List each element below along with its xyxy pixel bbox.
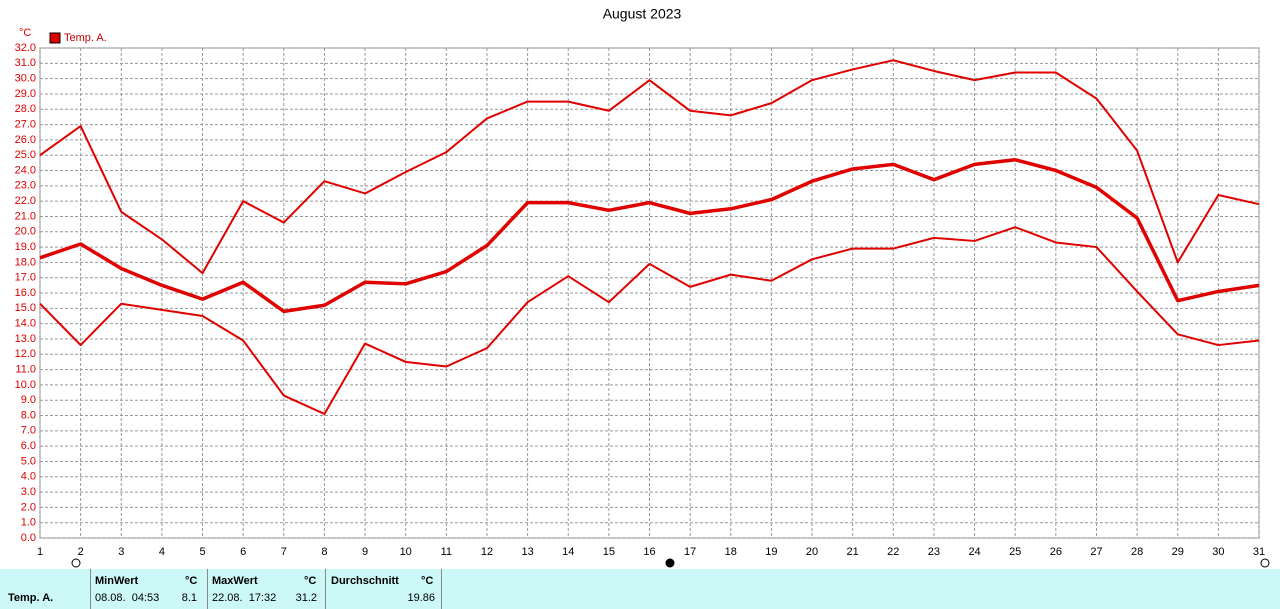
x-tick-label: 7	[281, 546, 287, 558]
col-header: Durchschnitt	[331, 575, 399, 587]
x-tick-label: 19	[765, 546, 777, 558]
x-tick-label: 2	[78, 546, 84, 558]
moon-icon	[71, 558, 81, 568]
x-tick-label: 1	[37, 546, 43, 558]
x-tick-label: 28	[1131, 546, 1143, 558]
col-time: 08.08. 04:53	[95, 592, 160, 604]
chart-title: August 2023	[603, 6, 682, 22]
col-value: 31.2	[295, 592, 317, 604]
y-tick-label: 30.0	[15, 73, 36, 85]
y-tick-label: 4.0	[21, 471, 36, 483]
x-tick-label: 17	[684, 546, 696, 558]
moon-icon	[1260, 558, 1270, 568]
legend-swatch	[49, 32, 61, 44]
y-tick-label: 12.0	[15, 348, 36, 360]
y-tick-label: 27.0	[15, 118, 36, 130]
y-tick-label: 0.0	[21, 532, 36, 544]
col-time: 22.08. 17:32	[212, 592, 277, 604]
x-tick-label: 24	[968, 546, 980, 558]
x-tick-label: 14	[562, 546, 574, 558]
x-tick-label: 11	[441, 546, 452, 558]
y-tick-label: 19.0	[15, 241, 36, 253]
x-tick-label: 26	[1050, 546, 1062, 558]
y-tick-label: 24.0	[15, 164, 36, 176]
legend-label: Temp. A.	[64, 32, 107, 44]
y-tick-label: 14.0	[15, 318, 36, 330]
y-tick-label: 18.0	[15, 256, 36, 268]
series-line	[39, 59, 1260, 275]
y-tick-label: 5.0	[21, 455, 36, 467]
y-tick-label: 3.0	[21, 486, 36, 498]
y-tick-label: 15.0	[15, 302, 36, 314]
chart: August 2023 °C Temp. A. 0.0 1.0 2.0 3.0 4.0 5…	[15, 6, 1270, 568]
col-header: MinWert	[95, 575, 139, 587]
y-tick-label: 6.0	[21, 440, 36, 452]
x-tick-label: 10	[400, 546, 412, 558]
col-value: 8.1	[181, 592, 197, 604]
y-tick-label: 1.0	[21, 517, 36, 529]
x-tick-label: 16	[643, 546, 655, 558]
summary-panel: Temp. A. MinWert °C 08.08. 04:53 8.1 Max…	[0, 569, 1280, 609]
col-header: MaxWert	[212, 575, 258, 587]
x-tick-label: 21	[847, 546, 859, 558]
row-label: Temp. A.	[8, 592, 54, 604]
x-tick-label: 5	[199, 546, 205, 558]
y-tick-label: 20.0	[15, 226, 36, 238]
y-tick-label: 13.0	[15, 333, 36, 345]
y-tick-label: 10.0	[15, 379, 36, 391]
y-tick-label: 32.0	[15, 42, 36, 54]
col-unit: °C	[185, 575, 198, 587]
series-line	[39, 226, 1260, 415]
series-line	[39, 158, 1260, 314]
x-tick-label: 15	[603, 546, 615, 558]
y-tick-label: 7.0	[21, 425, 36, 437]
x-tick-label: 12	[481, 546, 493, 558]
col-unit: °C	[304, 575, 317, 587]
x-tick-label: 9	[362, 546, 368, 558]
x-tick-label: 25	[1009, 546, 1021, 558]
x-tick-label: 13	[521, 546, 533, 558]
x-tick-label: 8	[321, 546, 327, 558]
x-tick-label: 3	[118, 546, 124, 558]
y-tick-label: 28.0	[15, 103, 36, 115]
col-unit: °C	[421, 575, 434, 587]
x-tick-label: 30	[1212, 546, 1224, 558]
y-tick-label: 9.0	[21, 394, 36, 406]
y-tick-label: 16.0	[15, 287, 36, 299]
y-tick-label: 8.0	[21, 409, 36, 421]
x-tick-label: 29	[1172, 546, 1184, 558]
x-tick-label: 6	[240, 546, 246, 558]
y-tick-label: 2.0	[21, 501, 36, 513]
x-tick-label: 18	[725, 546, 737, 558]
y-tick-label: 21.0	[15, 210, 36, 222]
y-tick-label: 17.0	[15, 272, 36, 284]
y-tick-label: 29.0	[15, 88, 36, 100]
x-tick-label: 20	[806, 546, 818, 558]
y-tick-label: 26.0	[15, 134, 36, 146]
x-tick-label: 23	[928, 546, 940, 558]
y-tick-label: 22.0	[15, 195, 36, 207]
moon-icon	[665, 558, 675, 568]
y-tick-label: 11.0	[15, 363, 36, 375]
col-value: 19.86	[407, 592, 435, 604]
y-tick-label: 25.0	[15, 149, 36, 161]
y-tick-label: 31.0	[15, 57, 36, 69]
x-tick-label: 27	[1090, 546, 1102, 558]
y-tick-label: 23.0	[15, 180, 36, 192]
x-tick-label: 31	[1253, 546, 1265, 558]
x-tick-label: 4	[159, 546, 165, 558]
y-unit: °C	[19, 27, 31, 39]
x-tick-label: 22	[887, 546, 899, 558]
